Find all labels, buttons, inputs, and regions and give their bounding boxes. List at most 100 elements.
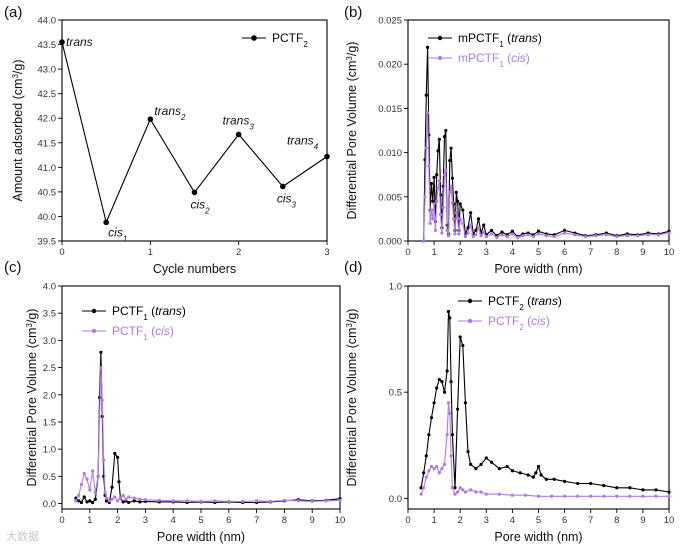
data-point — [583, 234, 588, 239]
plot-frame-a — [61, 19, 328, 242]
data-point — [157, 498, 161, 502]
data-point — [615, 494, 619, 498]
data-point — [82, 472, 86, 476]
data-point — [422, 486, 426, 490]
data-point — [510, 469, 514, 473]
legend-label: PCTF2 (trans) — [488, 294, 562, 312]
data-point — [241, 499, 245, 503]
y-tick-label: 0.015 — [378, 104, 402, 115]
x-tick-label: 0 — [59, 515, 64, 526]
y-tick-label: 42.0 — [38, 114, 57, 125]
data-point — [576, 494, 580, 498]
data-point — [576, 481, 580, 486]
panel-b: 0 1 2 3 4 5 6 7 8 9 10 0.000 0.005 0.010 0.015 0.020 0.0… — [344, 4, 674, 276]
data-point — [132, 496, 136, 500]
data-point — [452, 217, 456, 221]
x-tick-label: 10 — [664, 247, 675, 258]
data-point — [436, 186, 440, 190]
data-point — [88, 499, 92, 503]
data-point — [518, 471, 522, 475]
data-point — [116, 455, 120, 459]
y-tick-label: 44.0 — [38, 16, 57, 27]
data-point — [103, 491, 107, 495]
legend-marker — [467, 318, 473, 324]
data-point — [474, 467, 478, 471]
legend-label: mPCTF1 (trans) — [458, 31, 542, 49]
data-point — [422, 471, 426, 475]
data-point — [100, 398, 104, 402]
annotation: trans3 — [223, 113, 255, 131]
x-axis-label: Cycle numbers — [153, 262, 236, 276]
data-point — [510, 232, 514, 236]
data-point — [479, 490, 483, 494]
series-line — [423, 47, 670, 242]
data-point — [77, 493, 81, 498]
y-tick-label: 3.0 — [43, 336, 56, 347]
watermark: 大数据 — [6, 530, 39, 543]
data-point — [589, 481, 593, 486]
data-point — [429, 208, 434, 212]
data-point — [531, 234, 535, 239]
data-point — [461, 208, 465, 212]
data-point — [449, 454, 453, 458]
data-point — [476, 217, 481, 221]
data-point — [450, 201, 454, 205]
x-tick-label: 7 — [588, 247, 593, 258]
data-point — [516, 235, 520, 240]
data-point — [455, 199, 460, 203]
data-point — [463, 490, 468, 494]
data-point — [482, 230, 486, 234]
data-point — [445, 433, 449, 437]
data-point — [510, 493, 514, 497]
y-tick-label: 40.5 — [38, 187, 57, 198]
data-point — [124, 497, 128, 501]
x-tick-label: 4 — [510, 515, 515, 526]
data-point — [628, 486, 632, 490]
data-point — [589, 494, 593, 498]
y-tick-label: 0.5 — [43, 472, 56, 483]
data-point — [474, 233, 478, 237]
data-point — [419, 486, 423, 490]
data-point — [423, 195, 427, 199]
y-tick-label: 0.5 — [389, 388, 402, 399]
data-point — [654, 494, 658, 498]
data-point — [461, 221, 465, 225]
y-tick-label: 41.0 — [38, 163, 57, 174]
data-point — [427, 469, 431, 473]
x-tick-label: 0 — [405, 515, 410, 526]
data-point — [604, 233, 608, 237]
data-point — [77, 499, 81, 503]
x-tick-label: 5 — [536, 247, 541, 258]
data-point — [453, 232, 457, 236]
y-tick-label: 41.5 — [38, 138, 57, 149]
data-point — [118, 496, 122, 500]
data-point — [432, 202, 436, 206]
data-point — [82, 495, 86, 499]
data-point — [442, 173, 447, 177]
x-tick-label: 0 — [405, 247, 410, 258]
data-point — [463, 401, 468, 405]
data-point — [432, 401, 436, 405]
data-point — [539, 473, 543, 477]
series-line — [420, 402, 669, 497]
data-point — [90, 469, 95, 473]
data-point — [510, 229, 514, 233]
data-point — [463, 234, 468, 239]
data-point — [427, 164, 431, 168]
y-tick-label: 40.0 — [38, 212, 57, 223]
data-point — [521, 234, 525, 238]
legend-marker — [91, 328, 97, 334]
data-point — [466, 226, 470, 230]
data-point — [449, 379, 453, 384]
data-point — [104, 499, 109, 503]
data-point — [469, 462, 473, 466]
x-tick-label: 6 — [562, 515, 567, 526]
x-tick-label: 3 — [484, 247, 489, 258]
data-point — [500, 233, 504, 237]
y-tick-label: 0.020 — [378, 60, 402, 71]
data-point — [450, 486, 454, 490]
x-tick-label: 10 — [335, 515, 346, 526]
x-tick-label: 0 — [59, 247, 64, 258]
x-tick-label: 2 — [458, 515, 463, 526]
